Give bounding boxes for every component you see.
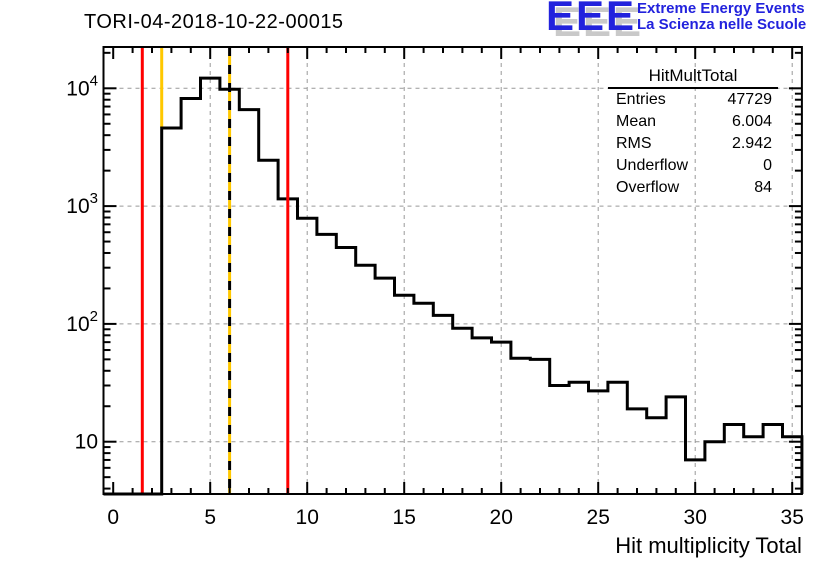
- plot-frame: [102, 46, 803, 495]
- histogram-steps: [103, 76, 804, 496]
- x-axis-tick-label: 15: [393, 506, 416, 529]
- plot-title: TORI-04-2018-10-22-00015: [84, 11, 344, 33]
- x-axis-title: Hit multiplicity Total: [615, 533, 802, 558]
- stats-row: Overflow 84: [608, 177, 778, 199]
- stats-row-value: 84: [754, 179, 772, 196]
- stats-row-label: Underflow: [616, 157, 689, 174]
- eee-logo-text: Extreme Energy Events La Scienza nelle S…: [637, 1, 806, 33]
- eee-logo: EEE: [546, 0, 637, 39]
- y-axis-tick-label: 104: [66, 72, 98, 100]
- stats-row-label: Entries: [616, 91, 666, 108]
- stats-row: Mean 6.004: [608, 111, 778, 133]
- stats-row: RMS 2.942: [608, 133, 778, 155]
- x-axis-tick-label: 35: [781, 506, 804, 529]
- stats-rows: Entries 47729 Mean 6.004 RMS 2.942 Underflow 0 O…: [608, 89, 778, 199]
- x-axis-tick-label: 25: [587, 506, 610, 529]
- y-axis-tick-label: 103: [66, 190, 98, 218]
- x-axis-tick-label: 30: [684, 506, 707, 529]
- eee-logo-line1: Extreme Energy Events: [637, 0, 805, 17]
- x-axis-tick-label: 10: [296, 506, 319, 529]
- stats-row-value: 47729: [727, 91, 773, 108]
- stats-row-value: 0: [763, 157, 772, 174]
- stats-row-value: 6.004: [731, 113, 772, 130]
- stats-row-label: Mean: [616, 113, 657, 130]
- stats-row-value: 2.942: [731, 135, 772, 152]
- stats-row-label: RMS: [616, 135, 652, 152]
- x-axis-tick-label: 20: [490, 506, 513, 529]
- eee-logo-line2: La Scienza nelle Scuole: [637, 16, 807, 33]
- x-axis-tick-label: 0: [107, 506, 119, 529]
- stats-row: Underflow 0: [608, 155, 778, 177]
- x-axis-tick-label: 5: [204, 506, 216, 529]
- stats-row-label: Overflow: [616, 179, 680, 196]
- stats-box-title: HitMultTotal: [608, 66, 778, 89]
- stats-box: HitMultTotal Entries 47729 Mean 6.004 RMS 2.9…: [608, 66, 778, 199]
- stats-row: Entries 47729: [608, 89, 778, 111]
- y-axis-tick-label: 10: [75, 431, 98, 454]
- y-axis-tick-label: 102: [66, 308, 98, 336]
